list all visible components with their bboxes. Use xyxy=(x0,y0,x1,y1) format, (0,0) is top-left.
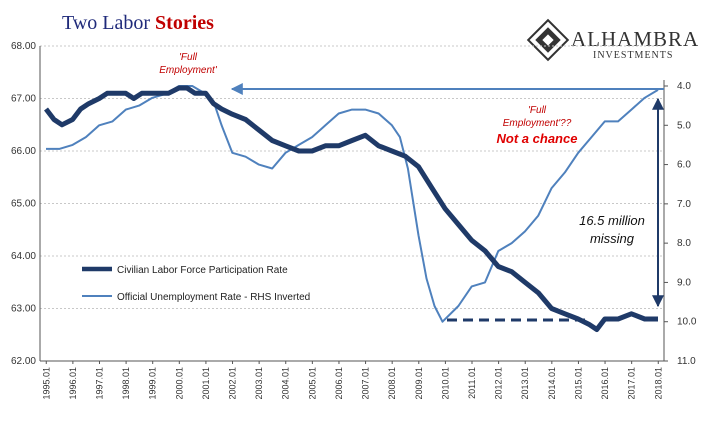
y-left-tick-label: 67.00 xyxy=(11,94,36,105)
title-main: Two Labor xyxy=(62,12,155,34)
y-right-tick-label: 8.0 xyxy=(677,238,691,249)
x-tick-label: 2015.01 xyxy=(573,367,583,400)
y-right-tick-label: 7.0 xyxy=(677,199,691,210)
annot-full-employment-right-1: 'Full xyxy=(528,105,547,116)
x-tick-label: 2009.01 xyxy=(414,367,424,400)
x-tick-label: 2011.01 xyxy=(467,367,477,399)
annot-missing-1: 16.5 million xyxy=(579,213,645,228)
x-tick-label: 2003.01 xyxy=(254,367,264,400)
x-tick-label: 2001.01 xyxy=(201,367,211,400)
x-tick-label: 2014.01 xyxy=(547,367,557,400)
x-tick-label: 1995.01 xyxy=(41,367,51,400)
y-right-tick-label: 9.0 xyxy=(677,277,691,288)
y-left-tick-label: 68.00 xyxy=(11,41,36,52)
x-tick-label: 1997.01 xyxy=(94,367,104,400)
x-tick-label: 2017.01 xyxy=(627,367,637,400)
y-right-tick-label: 6.0 xyxy=(677,160,691,171)
legend: Civilian Labor Force Participation Rate … xyxy=(82,265,310,303)
alhambra-logo: ALHAMBRA INVESTMENTS xyxy=(526,18,699,62)
x-tick-label: 2005.01 xyxy=(307,367,317,400)
legend-label-unemployment: Official Unemployment Rate - RHS Inverte… xyxy=(117,292,310,303)
series-group xyxy=(44,85,659,332)
y-left-tick-label: 65.00 xyxy=(11,199,36,210)
chart-title: Two Labor Stories xyxy=(62,12,214,34)
y-left-tick-label: 63.00 xyxy=(11,304,36,315)
series-line-lfpr xyxy=(44,85,658,332)
y-right-tick-label: 10.0 xyxy=(677,317,697,328)
x-tick-label: 2007.01 xyxy=(361,367,371,400)
annot-not-a-chance: Not a chance xyxy=(497,131,578,146)
x-tick-label: 2008.01 xyxy=(387,367,397,400)
logo-diamond-icon xyxy=(526,18,570,62)
x-tick-label: 1999.01 xyxy=(148,367,158,400)
annotations: 'Full Employment' 'Full Employment'?? No… xyxy=(159,52,664,322)
annot-full-employment-right-2: Employment'?? xyxy=(503,118,572,129)
y-left-tick-label: 66.00 xyxy=(11,146,36,157)
x-tick-label: 2016.01 xyxy=(600,367,610,400)
x-tick-label: 1998.01 xyxy=(121,367,131,400)
right-axis: 4.0 5.0 6.0 7.0 8.0 9.0 10.0 11.0 xyxy=(663,80,697,367)
annot-full-employment-left-2: Employment' xyxy=(159,65,218,76)
series-line-unemployment xyxy=(46,85,659,323)
y-right-tick-label: 11.0 xyxy=(677,356,696,367)
annot-missing-2: missing xyxy=(590,231,635,246)
x-axis: 1995.01 1996.01 1997.01 1998.01 1999.01 2000.… xyxy=(40,360,664,400)
logo-name: ALHAMBRA xyxy=(571,27,699,51)
annot-full-employment-left-1: 'Full xyxy=(179,52,198,63)
legend-label-lfpr: Civilian Labor Force Participation Rate xyxy=(117,265,288,276)
x-tick-label: 2013.01 xyxy=(520,367,530,400)
x-tick-label: 2006.01 xyxy=(334,367,344,400)
left-axis: 62.00 63.00 64.00 65.00 66.00 67.00 68.00 xyxy=(11,41,41,367)
x-tick-label: 2002.01 xyxy=(228,367,238,400)
y-right-tick-label: 4.0 xyxy=(677,81,691,92)
x-tick-label: 1996.01 xyxy=(68,367,78,400)
x-tick-label: 2010.01 xyxy=(440,367,450,400)
title-accent: Stories xyxy=(155,12,214,34)
y-left-tick-label: 62.00 xyxy=(11,356,36,367)
x-tick-label: 2004.01 xyxy=(281,367,291,400)
x-tick-label: 2012.01 xyxy=(494,367,504,400)
y-left-tick-label: 64.00 xyxy=(11,251,36,262)
y-right-tick-label: 5.0 xyxy=(677,120,691,131)
logo-sub: INVESTMENTS xyxy=(593,50,673,61)
x-tick-label: 2000.01 xyxy=(174,367,184,400)
x-tick-label: 2018.01 xyxy=(653,367,663,400)
